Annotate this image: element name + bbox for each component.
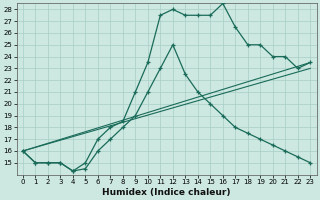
X-axis label: Humidex (Indice chaleur): Humidex (Indice chaleur) <box>102 188 231 197</box>
